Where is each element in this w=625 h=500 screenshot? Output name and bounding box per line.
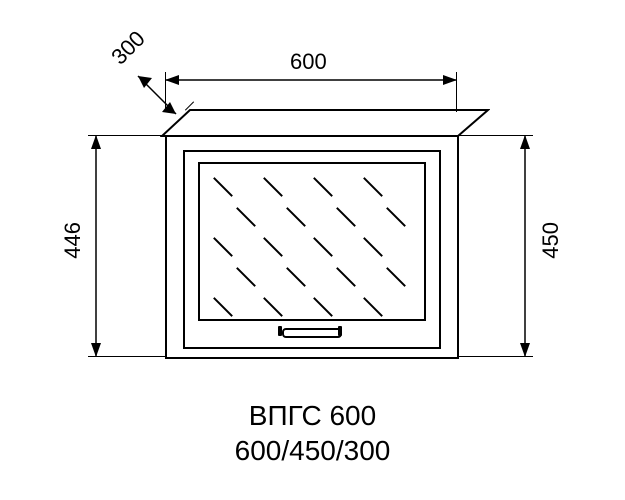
- door-handle: [282, 328, 342, 338]
- model-title: ВПГС 600: [0, 400, 625, 432]
- dim-height-right-label: 450: [538, 222, 564, 259]
- diagram-canvas: 600 300 450 446 ВПГС 600 600/450/300: [0, 0, 625, 500]
- dim-depth-arrow: [130, 68, 200, 138]
- handle-end-left: [278, 326, 282, 336]
- handle-end-right: [338, 326, 342, 336]
- dim-depth-label: 300: [106, 26, 150, 70]
- dim-height-left-arrow: [88, 135, 104, 357]
- dim-width-label: 600: [290, 49, 327, 75]
- dim-height-right-arrow: [517, 135, 533, 357]
- dim-height-left-label: 446: [60, 222, 86, 259]
- glass-panel: [198, 162, 426, 321]
- dimensions-subtitle: 600/450/300: [0, 435, 625, 467]
- cabinet-top-svg: [160, 108, 490, 138]
